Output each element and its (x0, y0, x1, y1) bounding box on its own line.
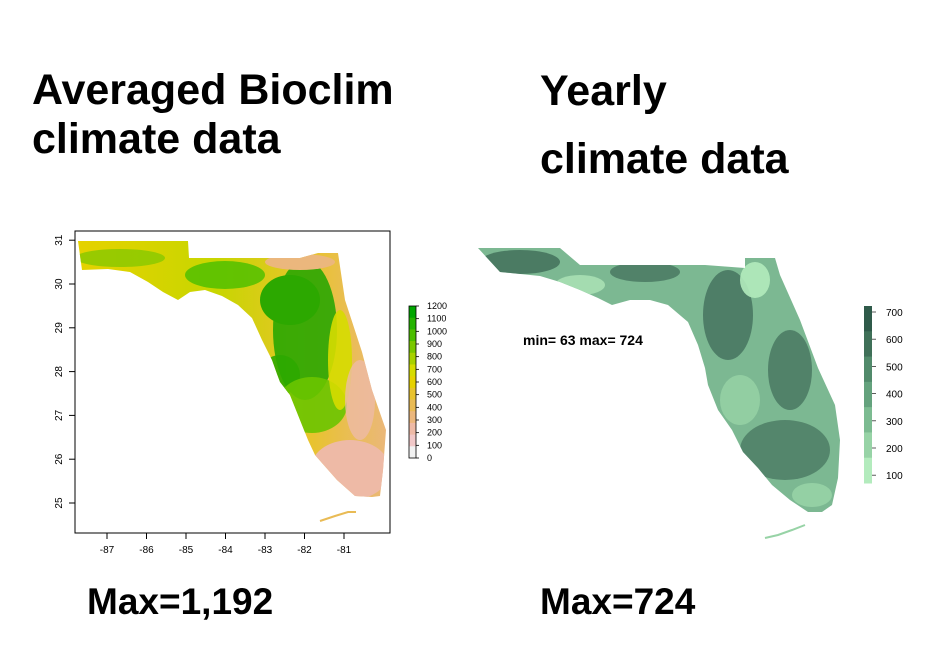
x-tick-label: -87 (100, 545, 115, 556)
legend-swatch (409, 306, 416, 319)
y-tick-label: 29 (54, 322, 65, 334)
legend-label: 700 (427, 364, 442, 374)
legend-swatch (409, 446, 416, 459)
x-tick-label: -84 (218, 545, 233, 556)
y-tick-label: 25 (54, 497, 65, 509)
legend-swatch (409, 399, 416, 412)
left-max-label: Max=1,192 (87, 581, 274, 622)
legend-swatch (409, 411, 416, 424)
legend-swatch (409, 434, 416, 447)
legend-swatch (409, 387, 416, 401)
x-tick-label: -86 (139, 545, 154, 556)
legend-label: 1100 (427, 314, 446, 324)
left-panel-title: Averaged Bioclim climate data (32, 66, 394, 165)
right-title-line-1: Yearly (540, 67, 667, 115)
y-tick-label: 30 (54, 278, 65, 290)
legend-label: 800 (427, 352, 442, 362)
left-title-line-1: Averaged Bioclim (32, 66, 394, 114)
legend-label: 600 (427, 377, 442, 387)
x-tick-label: -82 (297, 545, 312, 556)
y-tick-label: 27 (54, 409, 65, 421)
right-title-line-2: climate data (540, 135, 789, 183)
y-tick-label: 31 (54, 234, 65, 246)
legend-swatch (409, 422, 416, 436)
x-tick-label: -81 (337, 545, 352, 556)
y-axis-ticks: 25 26 27 28 29 30 31 (54, 234, 75, 509)
y-tick-label: 28 (54, 366, 65, 378)
right-panel-title: Yearly climate data (540, 57, 789, 193)
right-max-label: Max=724 (540, 581, 696, 622)
x-axis-ticks: -87 -86 -85 -84 -83 -82 -81 (100, 533, 352, 556)
legend-label: 0 (427, 453, 432, 463)
legend-label: 900 (427, 339, 442, 349)
legend-swatch (409, 317, 416, 330)
x-tick-label: -83 (258, 545, 273, 556)
legend-label: 100 (427, 440, 442, 450)
y-tick-label: 26 (54, 453, 65, 465)
legend-swatch (409, 376, 416, 389)
legend-swatch (409, 352, 416, 365)
legend-label: 1000 (427, 326, 447, 336)
legend-label: 500 (427, 390, 442, 400)
legend-swatch (409, 329, 416, 342)
left-title-line-2: climate data (32, 115, 281, 164)
legend-label: 400 (427, 402, 442, 412)
x-tick-label: -85 (179, 545, 194, 556)
legend-swatch (409, 341, 416, 354)
legend-label: 300 (427, 415, 442, 425)
legend-swatch (409, 364, 416, 377)
legend-label: 1200 (427, 301, 447, 311)
legend-label: 200 (427, 428, 442, 438)
